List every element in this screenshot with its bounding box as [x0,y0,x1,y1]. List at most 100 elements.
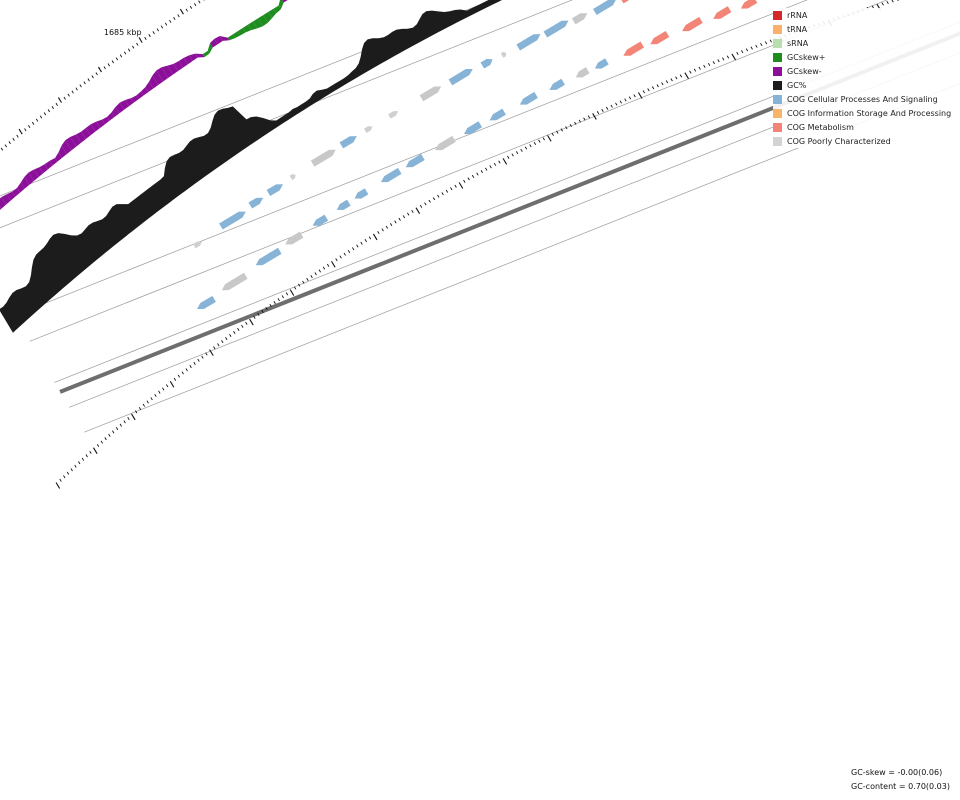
gc-skew-negative-segment [39,164,48,174]
inner-position-tick [59,478,62,482]
inner-position-tick [502,158,508,165]
gc-skew-positive-segment [232,31,241,39]
gc-skew-negative-segment [96,119,105,128]
gc-skew-negative-segment [173,60,183,72]
gc-skew-negative-segment [20,176,30,189]
inner-position-tick [131,413,136,421]
inner-position-tick [529,144,532,148]
gc-skew-negative-segment [141,86,149,96]
position-tick [57,97,62,103]
inner-position-tick [560,128,563,132]
gc-skew-negative-segment [58,145,67,158]
inner-position-tick [205,352,208,356]
gc-skew-negative-segment [1,194,11,205]
gene-feature [593,0,616,15]
inner-position-tick [63,475,66,479]
inner-position-tick [745,48,749,52]
inner-position-tick [352,247,355,251]
position-tick [164,22,168,26]
legend-label: tRNA [787,24,808,34]
inner-position-tick [74,464,77,468]
inner-position-tick [213,346,216,350]
legend-item: COG Information Storage And Processing [773,106,960,120]
gc-skew-negative-segment [214,36,223,45]
inner-position-tick [769,39,772,43]
inner-position-tick [578,119,581,123]
inner-position-tick [619,100,622,104]
gene-feature [196,295,216,310]
genome-axis [59,31,960,394]
position-tick [24,128,27,132]
inner-position-tick [601,108,604,112]
legend-swatch [773,24,782,34]
gc-skew-negative-segment [115,102,125,114]
inner-position-tick [331,260,336,268]
inner-position-tick [269,303,272,308]
position-tick [185,8,188,12]
gc-skew-negative-segment [125,98,134,107]
inner-position-tick [96,444,100,448]
inner-position-tick [360,241,363,245]
gene-feature [448,68,473,86]
gene-feature [575,67,590,78]
inner-position-tick [289,289,295,296]
gc-skew-negative-segment [111,106,120,118]
inner-position-tick [726,55,730,59]
inner-position-tick [298,283,301,287]
inner-position-tick [596,111,600,115]
position-tick [103,66,106,70]
inner-position-tick [318,269,321,273]
inner-position-tick [364,239,367,243]
gc-skew-negative-segment [210,38,218,48]
inner-position-tick [511,153,514,157]
gene-feature [285,231,304,245]
inner-position-tick [441,192,444,196]
inner-position-tick [760,43,763,47]
inner-position-tick [515,151,519,155]
inner-position-tick [897,0,899,2]
inner-position-tick [302,280,305,284]
legend-label: COG Cellular Processes And Signaling [787,94,938,104]
inner-position-tick [675,76,678,80]
gc-skew-negative-segment [28,169,39,181]
gene-feature [650,30,670,45]
gc-skew-positive-segment [237,27,246,36]
inner-position-tick [277,298,280,302]
position-tick [43,112,47,116]
position-tick [67,93,70,97]
inner-position-tick [257,312,260,316]
inner-position-tick [158,390,161,394]
inner-position-tick [398,217,401,221]
inner-position-tick [703,64,706,68]
legend-label: GC% [787,80,807,90]
gc-skew-negative-segment [189,53,198,61]
inner-position-tick [480,170,483,174]
inner-position-tick [89,450,92,454]
gene-feature [594,58,609,69]
inner-position-tick [197,358,200,362]
gc-skew-track [0,0,288,210]
gene-feature [623,41,645,56]
gc-skew-negative-segment [152,70,164,85]
inner-position-tick [394,220,397,224]
position-tick [152,31,155,35]
inner-position-tick [507,155,510,159]
inner-position-tick [741,50,744,54]
inner-position-tick [233,330,236,334]
inner-position-tick [70,468,73,472]
legend-swatch [773,52,782,62]
inner-position-tick [104,437,107,441]
inner-position-tick [684,72,689,79]
legend-item: COG Metabolism [773,120,960,134]
gene-feature [380,167,402,183]
gc-skew-negative-segment [195,53,205,58]
position-tick [148,34,151,38]
inner-position-tick [428,199,431,203]
position-tick [28,124,31,129]
inner-position-tick [389,223,393,227]
inner-position-tick [134,410,138,414]
inner-position-tick [450,187,453,191]
inner-position-tick [265,306,268,310]
gene-feature [255,247,282,266]
